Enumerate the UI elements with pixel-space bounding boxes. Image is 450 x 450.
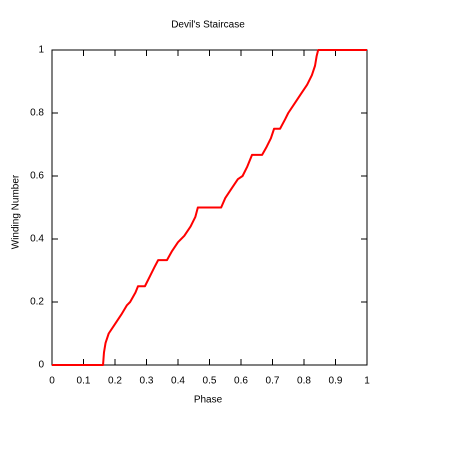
y-tick-label: 0.6 (30, 171, 44, 182)
y-tick-label: 0.2 (30, 297, 44, 308)
x-tick-label: 0.8 (297, 376, 311, 387)
y-axis-label: Winding Number (11, 174, 22, 249)
x-tick-label: 0.4 (171, 376, 185, 387)
y-tick-label: 0.8 (30, 108, 44, 119)
x-tick-label: 0.3 (140, 376, 154, 387)
data-line (52, 49, 367, 366)
x-tick-label: 0.6 (234, 376, 248, 387)
x-tick-label: 1 (364, 376, 370, 387)
y-tick-label: 1 (38, 45, 44, 56)
x-axis-label: Phase (194, 395, 223, 406)
x-tick-label: 0.5 (203, 376, 217, 387)
chart-title: Devil's Staircase (171, 20, 245, 31)
x-tick-label: 0.1 (77, 376, 91, 387)
x-tick-label: 0.7 (266, 376, 280, 387)
x-tick-label: 0 (49, 376, 55, 387)
y-tick-label: 0.4 (30, 234, 44, 245)
x-tick-label: 0.2 (108, 376, 122, 387)
x-tick-label: 0.9 (329, 376, 343, 387)
y-tick-label: 0 (38, 360, 44, 371)
